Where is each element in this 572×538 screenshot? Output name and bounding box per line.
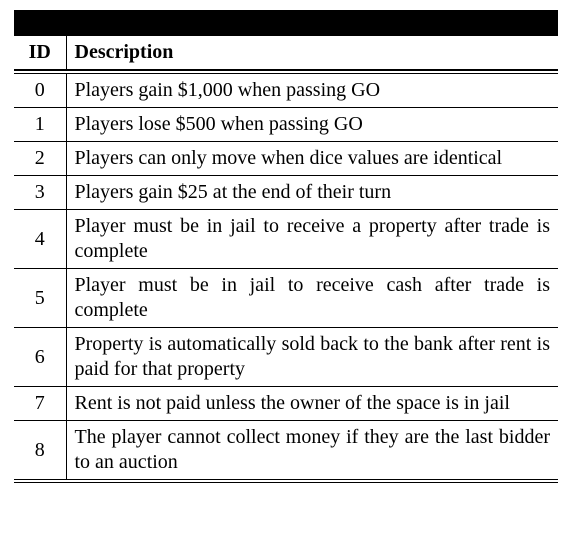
table-row: 1 Players lose $500 when passing GO	[14, 108, 558, 142]
cell-id: 8	[14, 421, 66, 480]
cell-desc: Player must be in jail to receive cash a…	[66, 269, 558, 328]
cell-id: 5	[14, 269, 66, 328]
bottom-rule-1	[14, 479, 558, 480]
col-header-description: Description	[66, 36, 558, 70]
table-row: 7 Rent is not paid unless the owner of t…	[14, 387, 558, 421]
cell-id: 2	[14, 142, 66, 176]
cell-desc: Players lose $500 when passing GO	[66, 108, 558, 142]
table-row: 8 The player cannot collect money if the…	[14, 421, 558, 480]
table-row: 3 Players gain $25 at the end of their t…	[14, 176, 558, 210]
table-row: 2 Players can only move when dice values…	[14, 142, 558, 176]
header-black-bar	[14, 10, 558, 36]
cell-id: 1	[14, 108, 66, 142]
table-body: 0 Players gain $1,000 when passing GO 1 …	[14, 74, 558, 480]
cell-id: 7	[14, 387, 66, 421]
cell-desc: Rent is not paid unless the owner of the…	[66, 387, 558, 421]
cell-desc: Player must be in jail to receive a prop…	[66, 210, 558, 269]
cell-desc: Players gain $1,000 when passing GO	[66, 74, 558, 108]
col-header-id: ID	[14, 36, 66, 70]
table-header-row: ID Description	[14, 36, 558, 70]
cell-id: 0	[14, 74, 66, 108]
cell-desc: Players gain $25 at the end of their tur…	[66, 176, 558, 210]
table-row: 0 Players gain $1,000 when passing GO	[14, 74, 558, 108]
page-container: ID Description 0 Players gain $1,000 whe…	[0, 0, 572, 538]
cell-id: 3	[14, 176, 66, 210]
cell-desc: Property is automatically sold back to t…	[66, 328, 558, 387]
rules-table: ID Description 0 Players gain $1,000 whe…	[14, 36, 558, 479]
table-row: 4 Player must be in jail to receive a pr…	[14, 210, 558, 269]
cell-desc: The player cannot collect money if they …	[66, 421, 558, 480]
table-row: 6 Property is automatically sold back to…	[14, 328, 558, 387]
table-row: 5 Player must be in jail to receive cash…	[14, 269, 558, 328]
bottom-rule-2	[14, 482, 558, 483]
cell-id: 4	[14, 210, 66, 269]
cell-desc: Players can only move when dice values a…	[66, 142, 558, 176]
cell-id: 6	[14, 328, 66, 387]
